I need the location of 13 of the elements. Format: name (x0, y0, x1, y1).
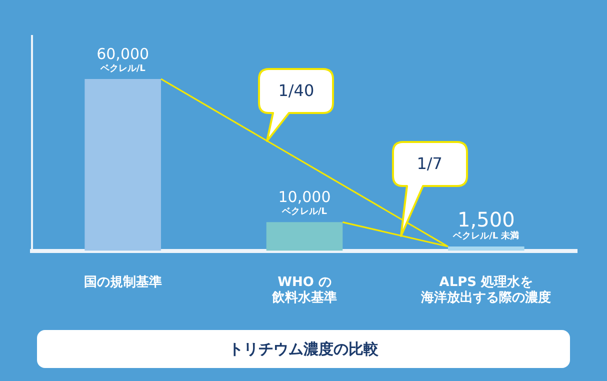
annotation: 1/7 (416, 152, 444, 175)
data-label: 10,000 (278, 188, 331, 206)
x-tick-label: ALPS 処理水を海洋放出する際の濃度 (420, 274, 552, 306)
annotation: ベクレル/L 未満 (452, 230, 520, 242)
x-tick-label: WHO の飲料水基準 (271, 274, 337, 306)
x-tick-label: 国の規制基準 (84, 274, 162, 290)
data-label: 1,500 (458, 208, 515, 232)
data-label: 60,000 (96, 44, 150, 63)
text: トリチウム濃度の比較 (37, 330, 570, 368)
annotation: ベクレル/L (99, 64, 146, 74)
speech-bubble: 1/40 (257, 66, 336, 143)
annotation: ベクレル/L (280, 207, 328, 218)
annotation: 1/40 (277, 80, 316, 102)
